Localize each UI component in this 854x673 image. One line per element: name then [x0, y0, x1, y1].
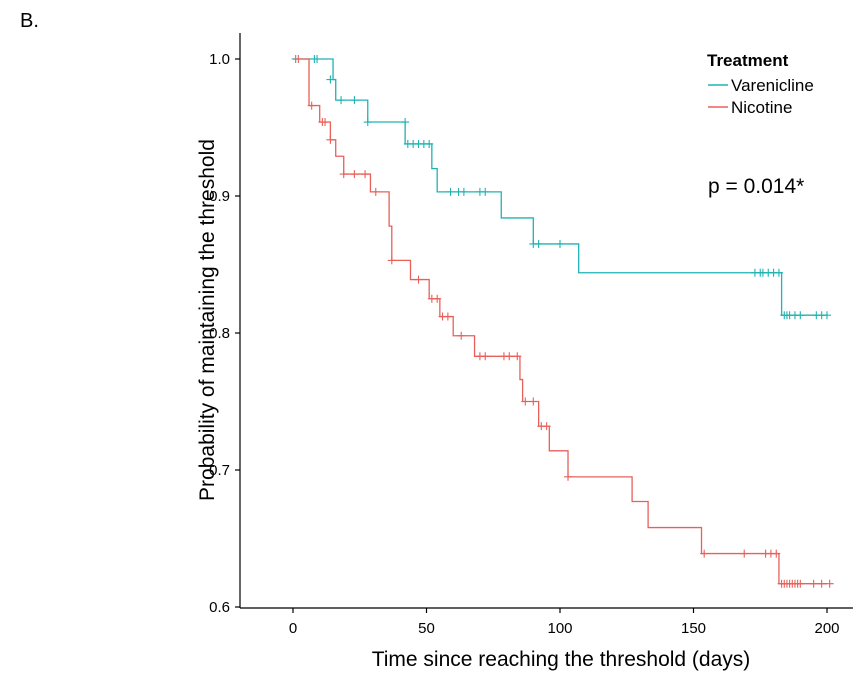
censor-mark-varenicline	[796, 311, 805, 320]
y-tick-label: 0.6	[209, 599, 230, 616]
censor-mark-nicotine	[350, 170, 359, 179]
censor-marks	[291, 55, 834, 588]
censor-mark-nicotine	[521, 397, 530, 406]
censor-mark-nicotine	[414, 275, 423, 284]
censor-mark-nicotine	[361, 170, 370, 179]
censor-mark-varenicline	[350, 96, 359, 105]
censor-mark-nicotine	[513, 352, 522, 361]
censor-mark-varenicline	[401, 118, 410, 127]
censor-mark-nicotine	[457, 331, 466, 340]
x-tick-label: 50	[418, 620, 435, 637]
ticks: 0 50 100 150 200 0.6 0.7 0.8 0.9 1.0	[209, 51, 839, 637]
curve-nicotine	[293, 58, 827, 585]
legend-label-varenicline: Varenicline	[731, 76, 814, 95]
curve-varenicline	[293, 58, 827, 316]
legend-title: Treatment	[707, 51, 789, 70]
censor-mark-nicotine	[321, 118, 330, 127]
censor-mark-nicotine	[339, 170, 348, 179]
panel-label: B.	[20, 10, 39, 32]
x-tick-label: 150	[681, 620, 706, 637]
censor-mark-nicotine	[307, 101, 316, 110]
censor-mark-nicotine	[564, 472, 573, 481]
y-tick-label: 0.9	[209, 188, 230, 205]
censor-mark-varenicline	[326, 75, 335, 84]
x-tick-label: 100	[547, 620, 572, 637]
censor-mark-nicotine	[387, 256, 396, 265]
censor-mark-nicotine	[796, 579, 805, 588]
censor-mark-nicotine	[326, 135, 335, 144]
censor-mark-nicotine	[772, 549, 781, 558]
censor-mark-nicotine	[825, 579, 834, 588]
censor-mark-nicotine	[700, 549, 709, 558]
censor-mark-varenicline	[313, 55, 322, 63]
censor-mark-nicotine	[433, 294, 442, 303]
censor-mark-varenicline	[446, 187, 455, 196]
censor-mark-varenicline	[363, 118, 372, 127]
censor-mark-varenicline	[774, 268, 783, 277]
censor-mark-nicotine	[294, 55, 303, 63]
y-tick-label: 0.7	[209, 462, 230, 479]
p-value-annotation: p = 0.014*	[708, 175, 804, 198]
curves	[293, 58, 827, 585]
x-axis-title: Time since reaching the threshold (days)	[372, 648, 751, 671]
censor-mark-varenicline	[337, 96, 346, 105]
legend: Treatment Varenicline Nicotine	[707, 51, 814, 117]
x-tick-label: 0	[289, 620, 297, 637]
y-tick-label: 0.8	[209, 325, 230, 342]
y-axis-title: Probability of maintaining the threshold	[196, 139, 219, 501]
axes	[239, 33, 853, 609]
censor-mark-nicotine	[371, 187, 380, 196]
y-tick-label: 1.0	[209, 51, 230, 68]
censor-mark-nicotine	[740, 549, 749, 558]
censor-mark-nicotine	[542, 422, 551, 431]
censor-mark-varenicline	[459, 187, 468, 196]
censor-mark-varenicline	[823, 311, 831, 320]
censor-mark-nicotine	[443, 312, 452, 321]
legend-label-nicotine: Nicotine	[731, 98, 792, 117]
censor-mark-varenicline	[556, 239, 564, 248]
censor-mark-varenicline	[481, 187, 490, 196]
censor-mark-varenicline	[425, 139, 434, 148]
censor-mark-varenicline	[534, 239, 543, 248]
censor-mark-nicotine	[505, 352, 514, 361]
censor-mark-nicotine	[481, 352, 490, 361]
censor-mark-nicotine	[529, 397, 538, 406]
censor-mark-nicotine	[817, 579, 826, 588]
censor-mark-nicotine	[809, 579, 818, 588]
x-tick-label: 200	[814, 620, 839, 637]
